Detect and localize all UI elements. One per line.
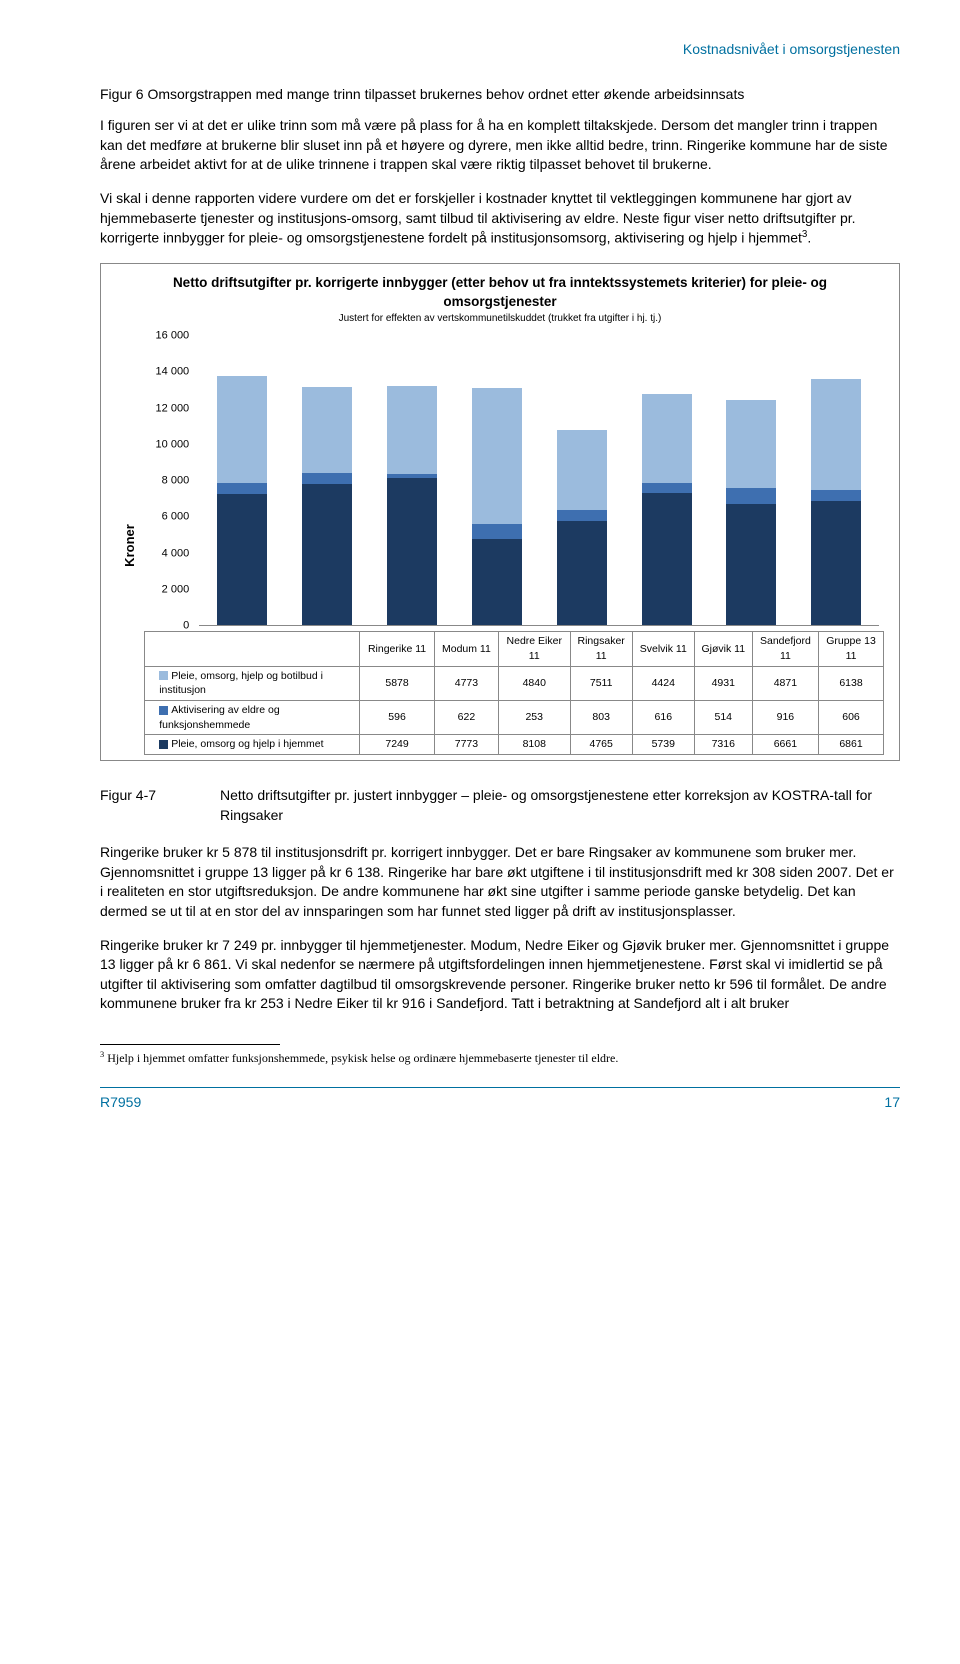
footer-page: 17: [884, 1093, 900, 1113]
chart-yticks: 02 0004 0006 0008 00010 00012 00014 0001…: [144, 336, 194, 626]
figure-4-7-text: Netto driftsutgifter pr. justert innbygg…: [220, 786, 900, 825]
bar-column: [642, 336, 692, 625]
bar-column: [557, 336, 607, 625]
page-footer: R7959 17: [100, 1087, 900, 1113]
footnote-3: 3 Hjelp i hjemmet omfatter funksjonshemm…: [100, 1049, 900, 1067]
bar-column: [472, 336, 522, 625]
bar-column: [811, 336, 861, 625]
header-topic: Kostnadsnivået i omsorgstjenesten: [100, 40, 900, 60]
bar-column: [726, 336, 776, 625]
bar-column: [302, 336, 352, 625]
chart-ylabel: Kroner: [116, 336, 144, 755]
chart-data-table: Ringerike 11Modum 11Nedre Eiker11Ringsak…: [144, 631, 884, 755]
chart-title: Netto driftsutgifter pr. korrigerte innb…: [116, 274, 884, 312]
footer-ref: R7959: [100, 1093, 141, 1113]
figure-4-7-caption: Figur 4-7 Netto driftsutgifter pr. juste…: [100, 786, 900, 825]
chart-container: Netto driftsutgifter pr. korrigerte innb…: [100, 263, 900, 761]
paragraph-4: Ringerike bruker kr 7 249 pr. innbygger …: [100, 936, 900, 1014]
paragraph-1: I figuren ser vi at det er ulike trinn s…: [100, 116, 900, 175]
bar-column: [387, 336, 437, 625]
figure-4-7-label: Figur 4-7: [100, 786, 220, 825]
figure-6-title: Figur 6 Omsorgstrappen med mange trinn t…: [100, 85, 900, 105]
chart-subtitle: Justert for effekten av vertskommunetils…: [116, 312, 884, 326]
paragraph-2: Vi skal i denne rapporten videre vurdere…: [100, 189, 900, 248]
chart-bars: [199, 336, 879, 626]
footnote-separator: [100, 1044, 280, 1045]
paragraph-3: Ringerike bruker kr 5 878 til institusjo…: [100, 843, 900, 921]
bar-column: [217, 336, 267, 625]
